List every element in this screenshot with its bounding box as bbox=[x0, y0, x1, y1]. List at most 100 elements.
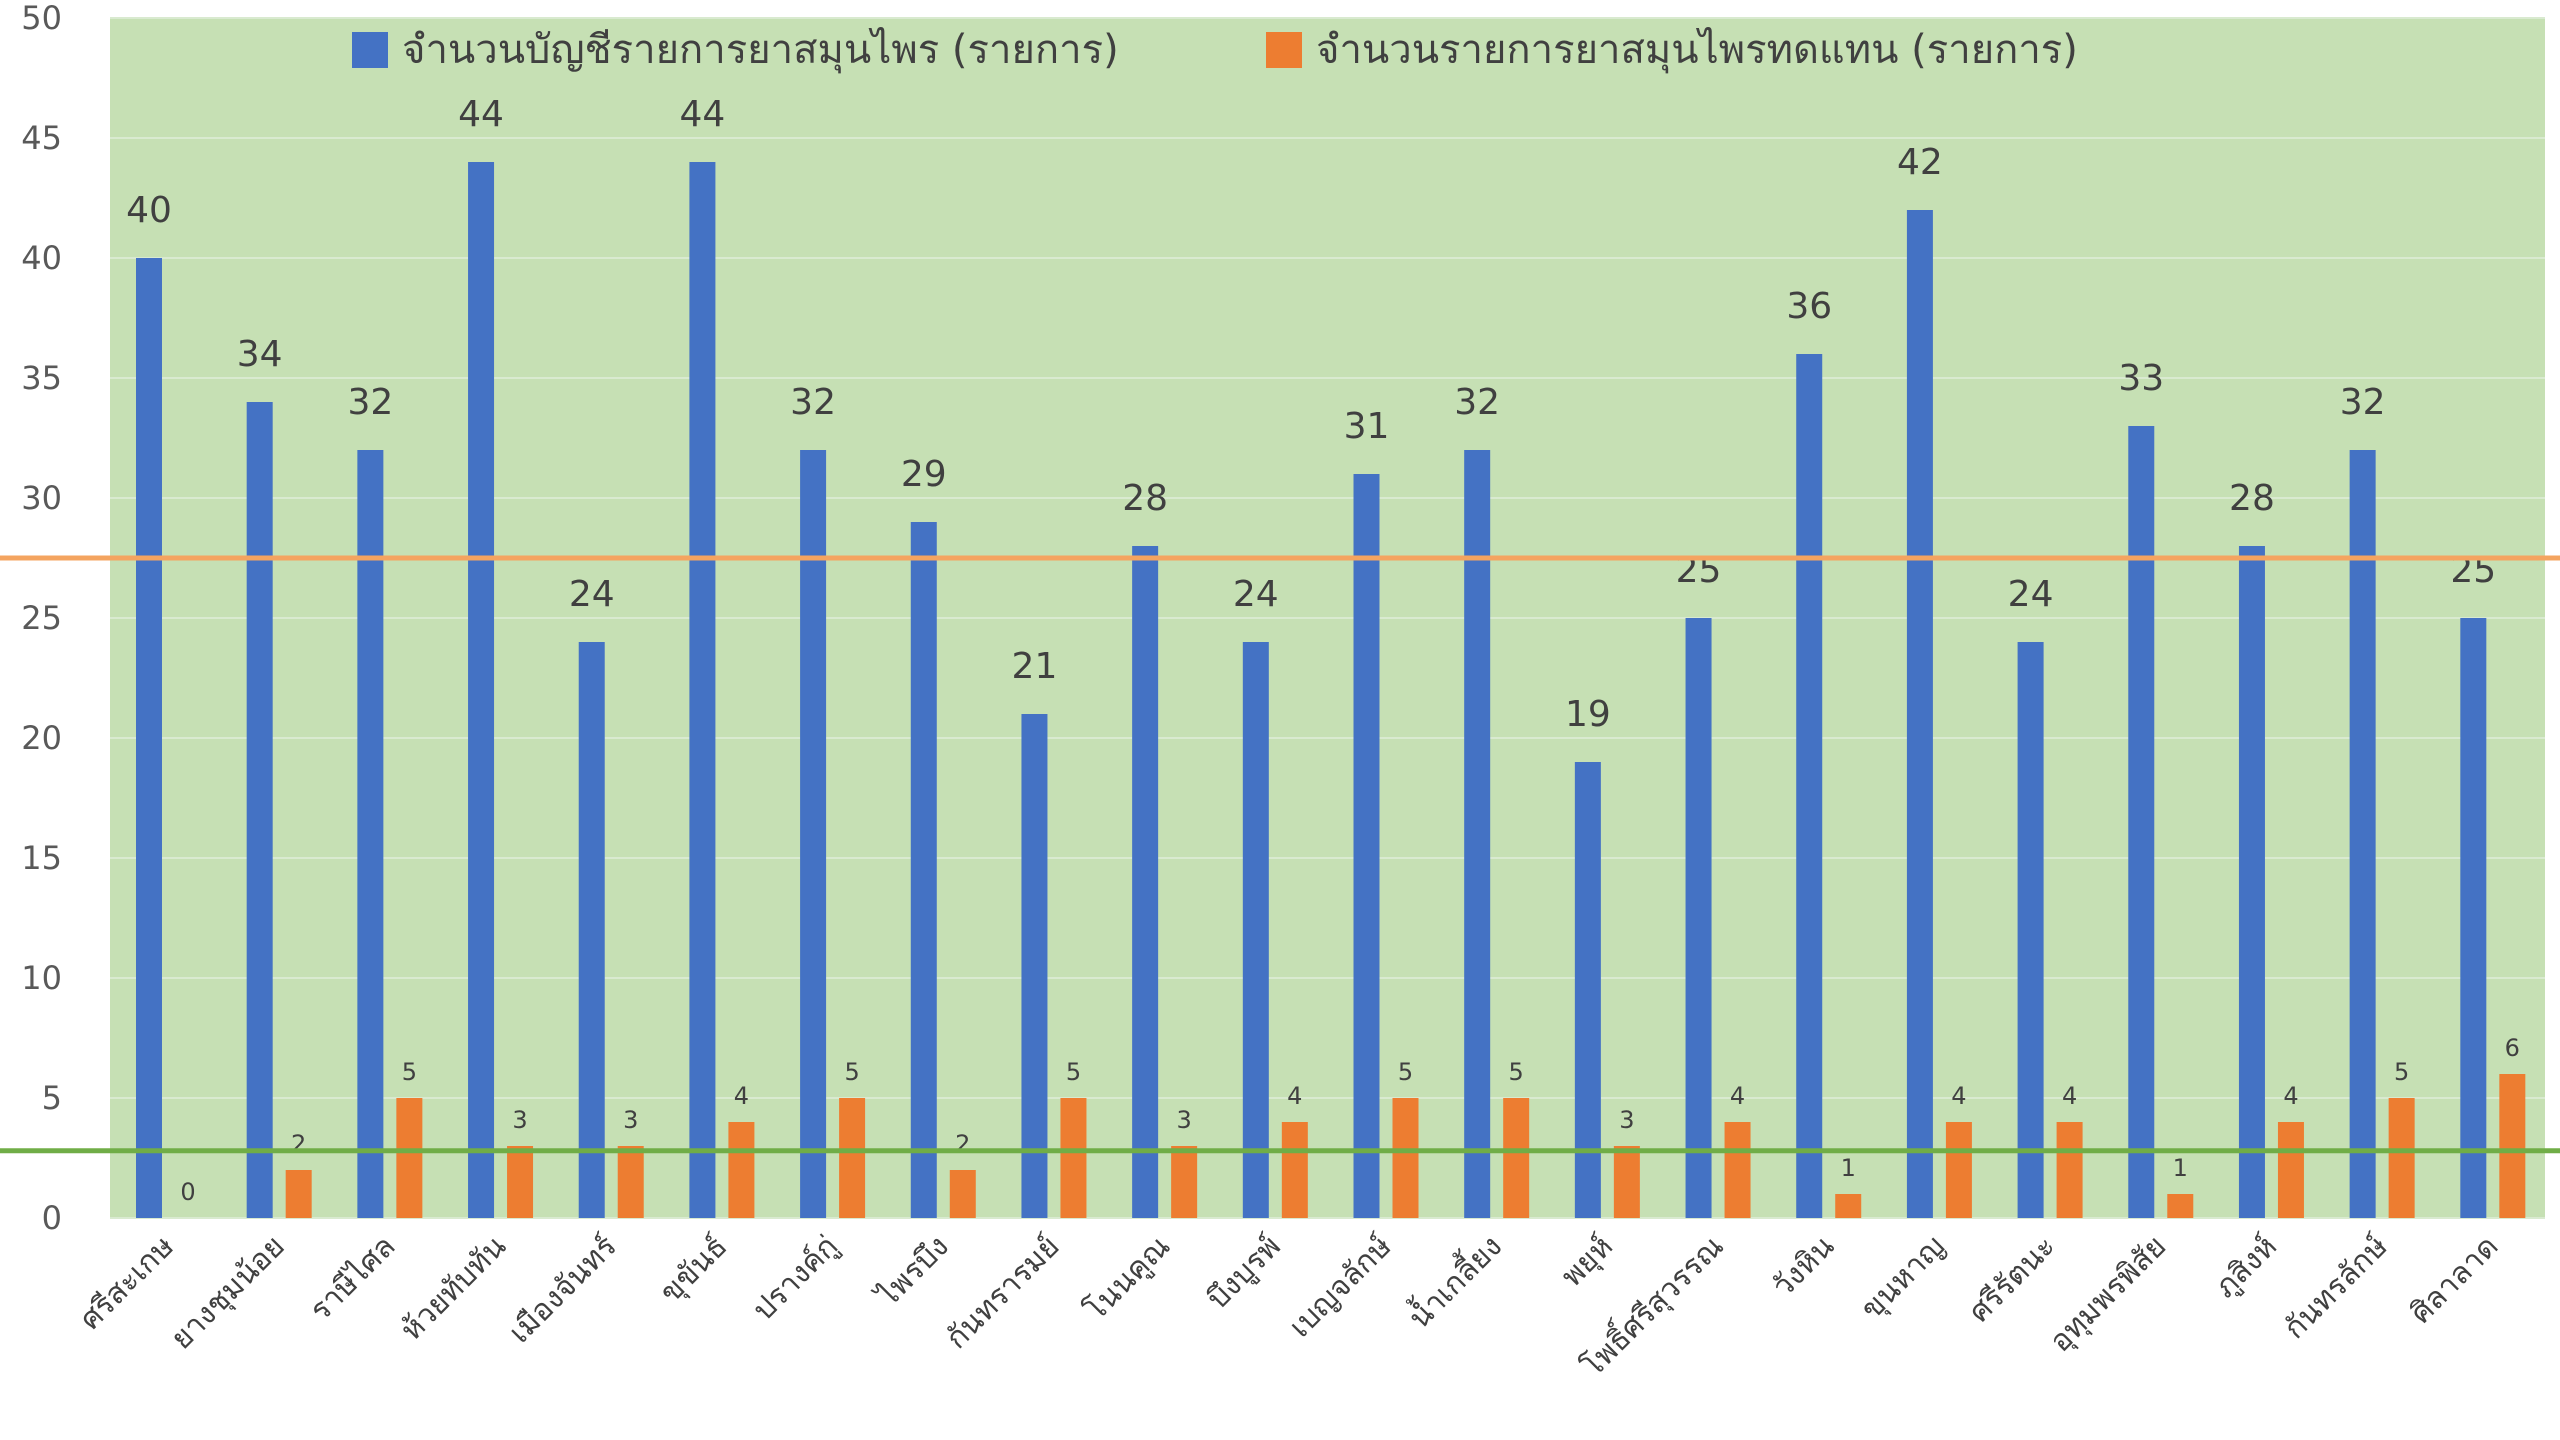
data-label-series-2: 4 bbox=[2062, 1082, 2077, 1110]
x-category-label: ห้วยทับทัน bbox=[394, 1229, 513, 1348]
bar-series-1 bbox=[1796, 354, 1823, 1218]
data-label-series-2: 4 bbox=[1287, 1082, 1302, 1110]
x-category-label: กันทรลักษ์ bbox=[2277, 1229, 2394, 1346]
bar-series-2 bbox=[2277, 1122, 2304, 1218]
x-category-label: อุทุมพรพิสัย bbox=[2043, 1229, 2174, 1360]
bar-series-2 bbox=[2499, 1074, 2526, 1218]
bar-series-2 bbox=[949, 1170, 976, 1218]
bar-series-1 bbox=[578, 642, 605, 1218]
data-label-series-2: 2 bbox=[291, 1130, 306, 1158]
data-label-series-2: 5 bbox=[844, 1058, 859, 1086]
x-category-label: ยางชุมน้อย bbox=[164, 1229, 292, 1357]
data-label-series-1: 44 bbox=[680, 94, 726, 135]
bar-series-2 bbox=[1613, 1146, 1640, 1218]
x-category-label: ไพรบึง bbox=[869, 1228, 956, 1315]
x-category-label: วังหิน bbox=[1766, 1229, 1842, 1305]
data-label-series-1: 33 bbox=[2118, 358, 2164, 399]
data-label-series-2: 5 bbox=[1398, 1058, 1413, 1086]
bar-series-1 bbox=[2349, 450, 2376, 1218]
data-label-series-1: 19 bbox=[1565, 694, 1611, 735]
data-label-series-2: 4 bbox=[2283, 1082, 2298, 1110]
x-category-label: ขุนหาญ bbox=[1854, 1229, 1952, 1327]
x-category-label: ศรีสะเกษ bbox=[73, 1229, 181, 1337]
data-label-series-1: 34 bbox=[237, 334, 283, 375]
y-tick-label: 10 bbox=[21, 959, 62, 997]
bar-series-2 bbox=[1281, 1122, 1308, 1218]
x-category-label: ปรางค์กู่ bbox=[746, 1229, 845, 1328]
bar-series-2 bbox=[2167, 1194, 2194, 1218]
data-label-series-2: 3 bbox=[1176, 1106, 1191, 1134]
data-label-series-2: 5 bbox=[1509, 1058, 1524, 1086]
y-tick-label: 5 bbox=[42, 1079, 62, 1117]
bar-series-2 bbox=[728, 1122, 755, 1218]
legend: จำนวนบัญชีรายการยาสมุนไพร (รายการ) จำนวนร… bbox=[352, 27, 2078, 74]
y-tick-label: 30 bbox=[21, 479, 62, 517]
bar-series-1 bbox=[1906, 210, 1933, 1218]
data-label-series-1: 24 bbox=[2008, 574, 2054, 615]
bar-series-2 bbox=[1392, 1098, 1419, 1218]
x-category-label: ราษีไศล bbox=[302, 1228, 402, 1328]
bar-series-2 bbox=[1835, 1194, 1862, 1218]
bar-series-1 bbox=[1132, 546, 1159, 1218]
data-label-series-1: 42 bbox=[1897, 142, 1943, 183]
x-category-label: กันทรารมย์ bbox=[939, 1229, 1066, 1356]
x-category-label: เบญจลักษ์ bbox=[1283, 1229, 1399, 1345]
bar-series-2 bbox=[1171, 1146, 1198, 1218]
data-label-series-1: 36 bbox=[1786, 286, 1832, 327]
y-tick-label: 0 bbox=[42, 1199, 62, 1237]
x-category-label: ศรีรัตนะ bbox=[1962, 1229, 2063, 1330]
bar-series-1 bbox=[357, 450, 384, 1218]
bar-series-1 bbox=[2017, 642, 2044, 1218]
bar-series-2 bbox=[2056, 1122, 2083, 1218]
bar-series-2 bbox=[1945, 1122, 1972, 1218]
data-label-series-2: 4 bbox=[1951, 1082, 1966, 1110]
data-label-series-2: 1 bbox=[2173, 1154, 2188, 1182]
x-category-label: เมืองจันทร์ bbox=[502, 1229, 623, 1350]
y-tick-label: 50 bbox=[21, 0, 62, 37]
x-category-label: ภูสิงห์ bbox=[2208, 1229, 2284, 1305]
bar-series-2 bbox=[1724, 1122, 1751, 1218]
bar-series-1 bbox=[2128, 426, 2155, 1218]
bar-series-1 bbox=[1574, 762, 1601, 1218]
data-label-series-1: 29 bbox=[901, 454, 947, 495]
y-tick-label: 40 bbox=[21, 239, 62, 277]
bar-series-2 bbox=[285, 1170, 312, 1218]
bar-series-1 bbox=[1464, 450, 1491, 1218]
reference-lines bbox=[0, 555, 2560, 1154]
x-category-label: บึงบูรพ์ bbox=[1200, 1229, 1287, 1316]
x-category-label: โนนคูณ bbox=[1077, 1228, 1177, 1328]
data-label-series-1: 31 bbox=[1344, 406, 1390, 447]
bar-series-1 bbox=[1685, 618, 1712, 1218]
x-category-label: น้ำเกลี้ยง bbox=[1399, 1225, 1510, 1336]
data-label-series-2: 1 bbox=[1841, 1154, 1856, 1182]
y-tick-label: 15 bbox=[21, 839, 62, 877]
data-label-series-1: 21 bbox=[1012, 646, 1058, 687]
y-tick-label: 25 bbox=[21, 599, 62, 637]
data-label-series-1: 40 bbox=[126, 190, 172, 231]
bar-series-1 bbox=[2238, 546, 2265, 1218]
legend-swatch bbox=[1266, 32, 1302, 68]
bar-series-1 bbox=[800, 450, 827, 1218]
bar-series-1 bbox=[910, 522, 937, 1218]
data-label-series-2: 3 bbox=[1619, 1106, 1634, 1134]
bar-series-2 bbox=[396, 1098, 423, 1218]
data-label-series-1: 32 bbox=[790, 382, 836, 423]
data-label-series-1: 32 bbox=[1454, 382, 1500, 423]
data-label-series-1: 32 bbox=[347, 382, 393, 423]
bar-series-2 bbox=[507, 1146, 534, 1218]
bar-series-1 bbox=[136, 258, 162, 1218]
data-label-series-1: 28 bbox=[1122, 478, 1168, 519]
legend-swatch bbox=[352, 32, 388, 68]
data-label-series-2: 5 bbox=[1066, 1058, 1081, 1086]
bar-series-1 bbox=[689, 162, 716, 1218]
x-category-label: ศิลาลาด bbox=[2404, 1229, 2506, 1331]
gridlines bbox=[110, 17, 2545, 1219]
bar-series-1 bbox=[246, 402, 273, 1218]
x-category-label: ขุขันธ์ bbox=[653, 1229, 735, 1311]
data-label-series-1: 32 bbox=[2340, 382, 2386, 423]
bar-series-2 bbox=[1503, 1098, 1530, 1218]
legend-label: จำนวนรายการยาสมุนไพรทดแทน (รายการ) bbox=[1316, 27, 2078, 74]
y-tick-label: 45 bbox=[21, 119, 62, 157]
